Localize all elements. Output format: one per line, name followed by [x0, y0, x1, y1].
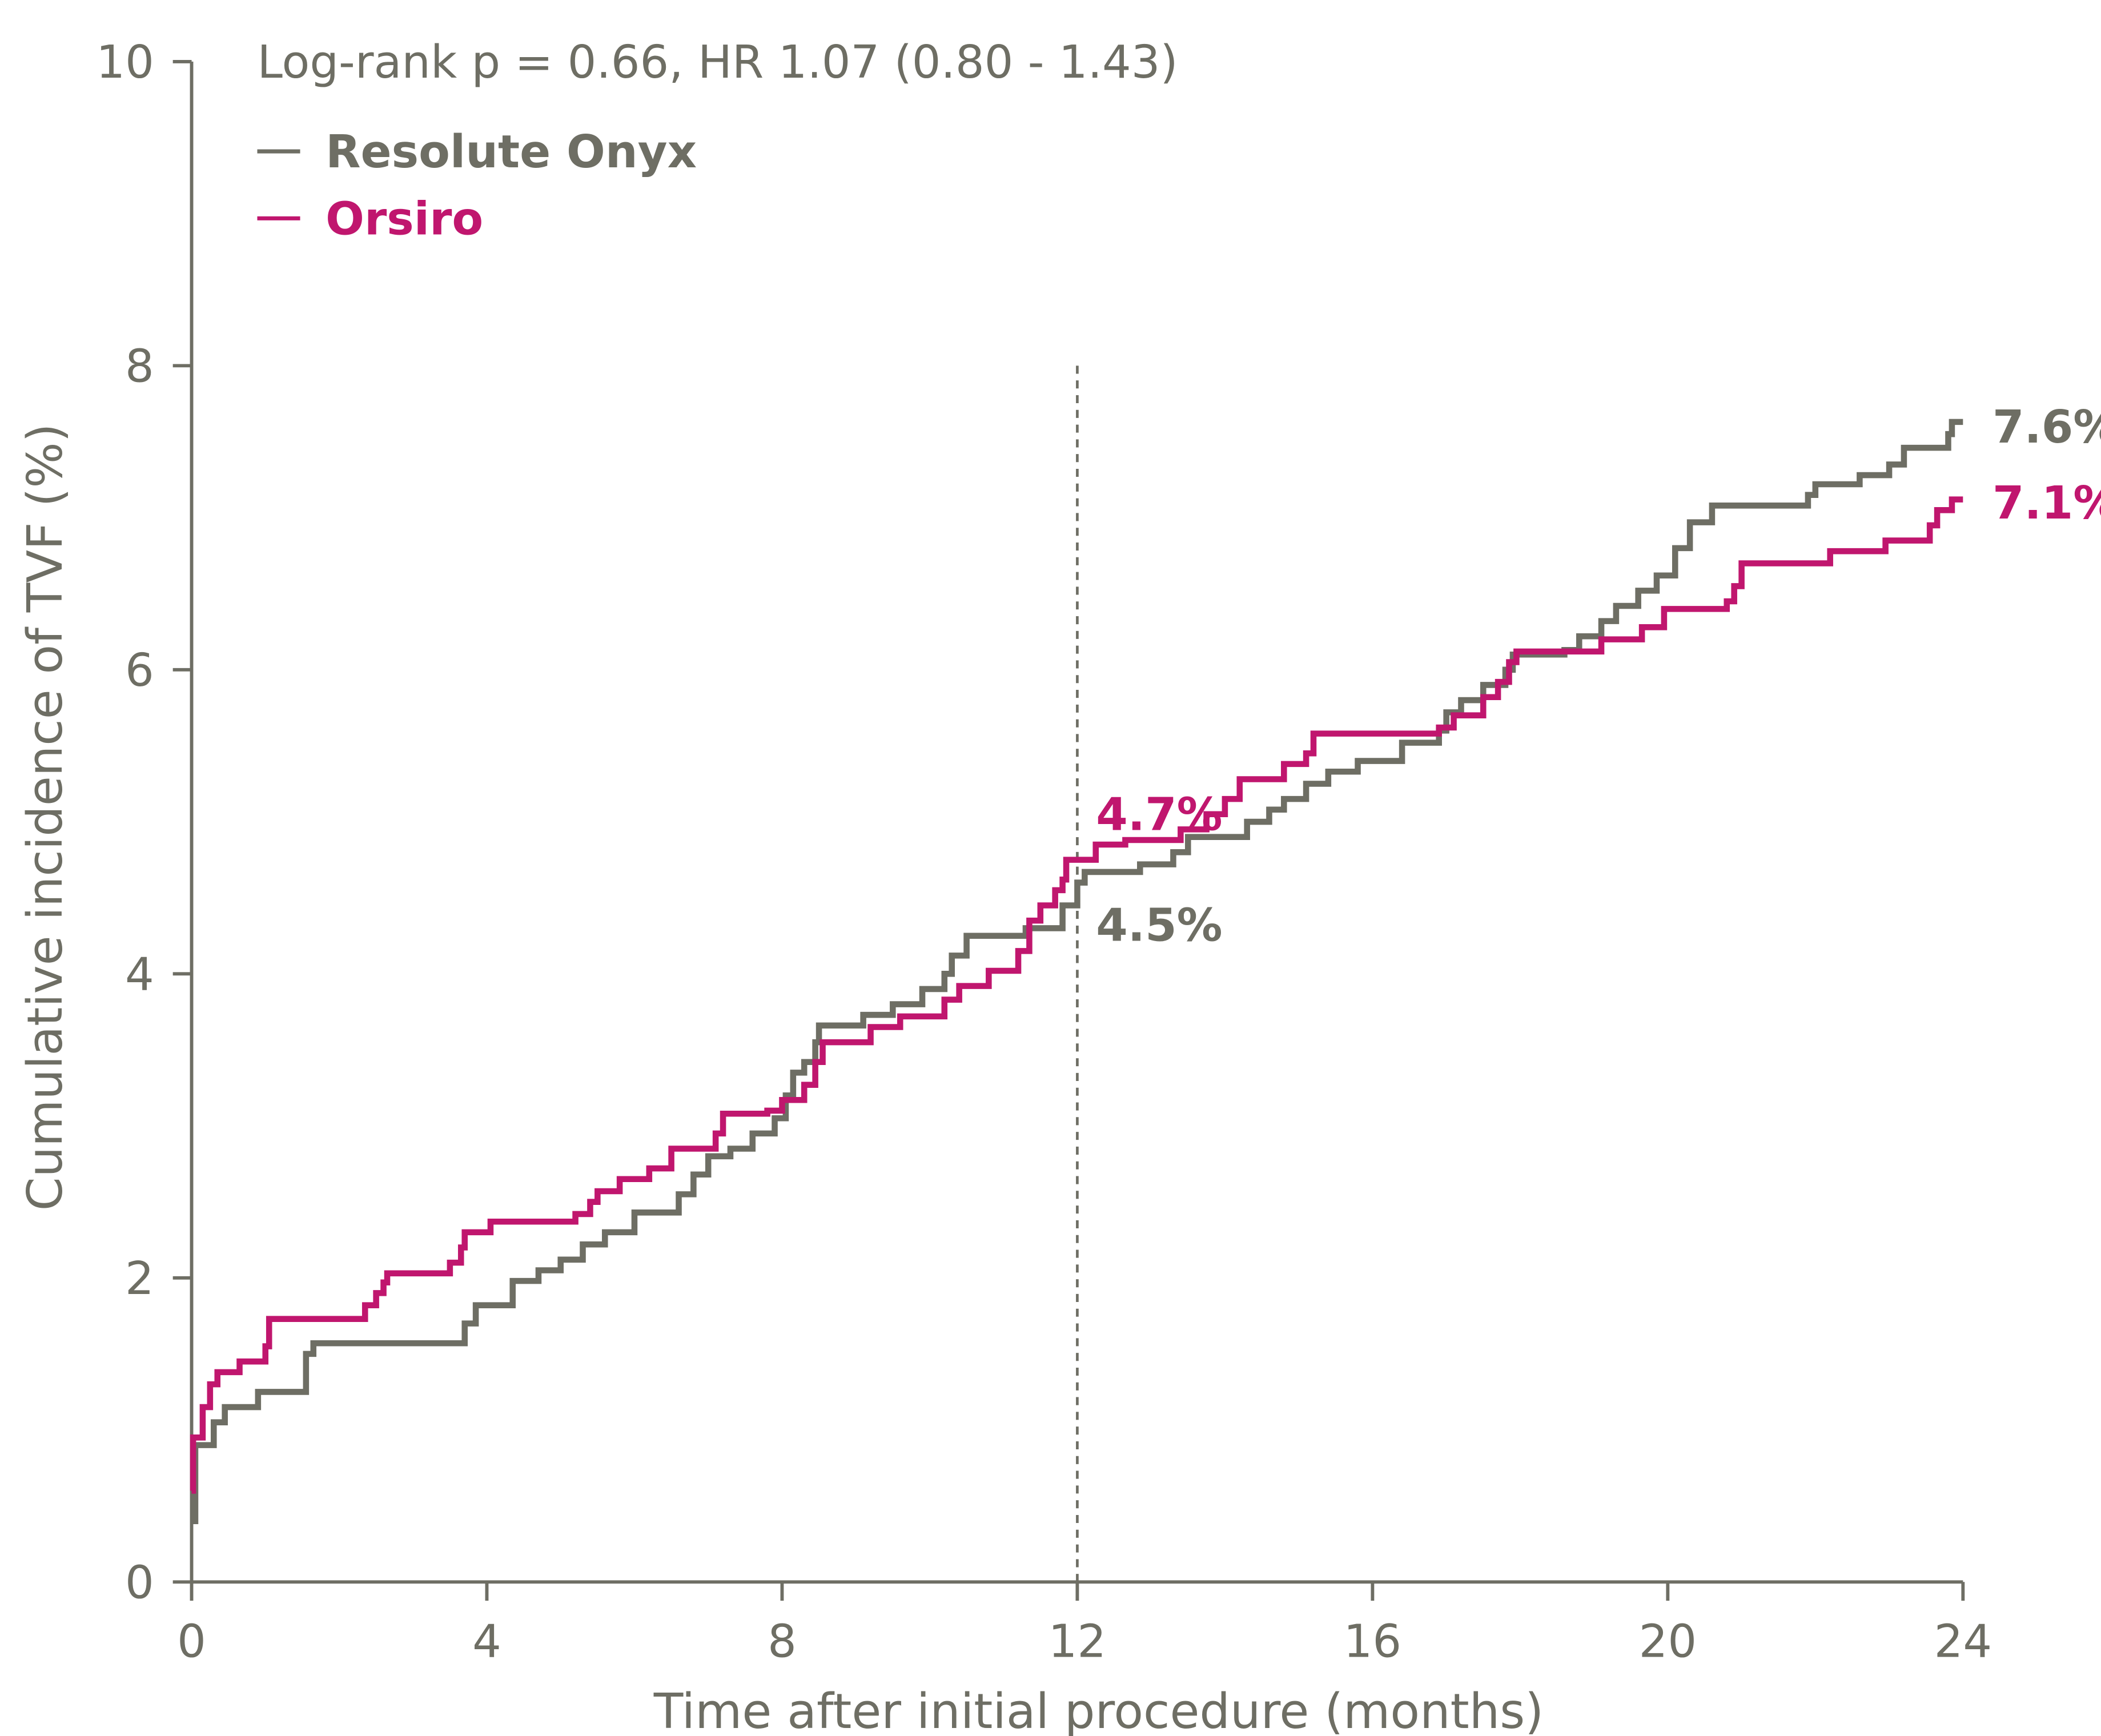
x-tick-label: 4 — [472, 1615, 501, 1668]
x-tick-label: 20 — [1639, 1615, 1697, 1668]
x-tick-label: 16 — [1344, 1615, 1401, 1668]
value-label: 7.6% — [1992, 400, 2101, 453]
value-label: 4.5% — [1096, 898, 1222, 951]
chart-title: Log-rank p = 0.66, HR 1.07 (0.80 - 1.43) — [257, 35, 1178, 89]
y-tick-label: 6 — [125, 644, 154, 697]
y-tick-label: 4 — [125, 947, 154, 1000]
x-tick-label: 8 — [768, 1615, 797, 1668]
value-label: 4.7% — [1096, 787, 1222, 841]
y-tick-label: 2 — [125, 1252, 154, 1305]
series-line — [190, 496, 1963, 1494]
y-axis-title: Cumulative incidence of TVF (%) — [17, 423, 73, 1211]
x-axis-title: Time after initial procedure (months) — [653, 1683, 1544, 1736]
legend-label: Orsiro — [326, 192, 483, 246]
x-tick-label: 0 — [177, 1615, 206, 1668]
series-line — [191, 419, 1963, 1525]
legend-label: Resolute Onyx — [326, 125, 697, 178]
x-tick-label: 24 — [1934, 1615, 1992, 1668]
y-tick-label: 10 — [96, 35, 154, 89]
value-label: 7.1% — [1992, 476, 2101, 529]
y-tick-label: 0 — [125, 1556, 154, 1609]
x-tick-label: 12 — [1049, 1615, 1106, 1668]
y-tick-label: 8 — [125, 340, 154, 393]
